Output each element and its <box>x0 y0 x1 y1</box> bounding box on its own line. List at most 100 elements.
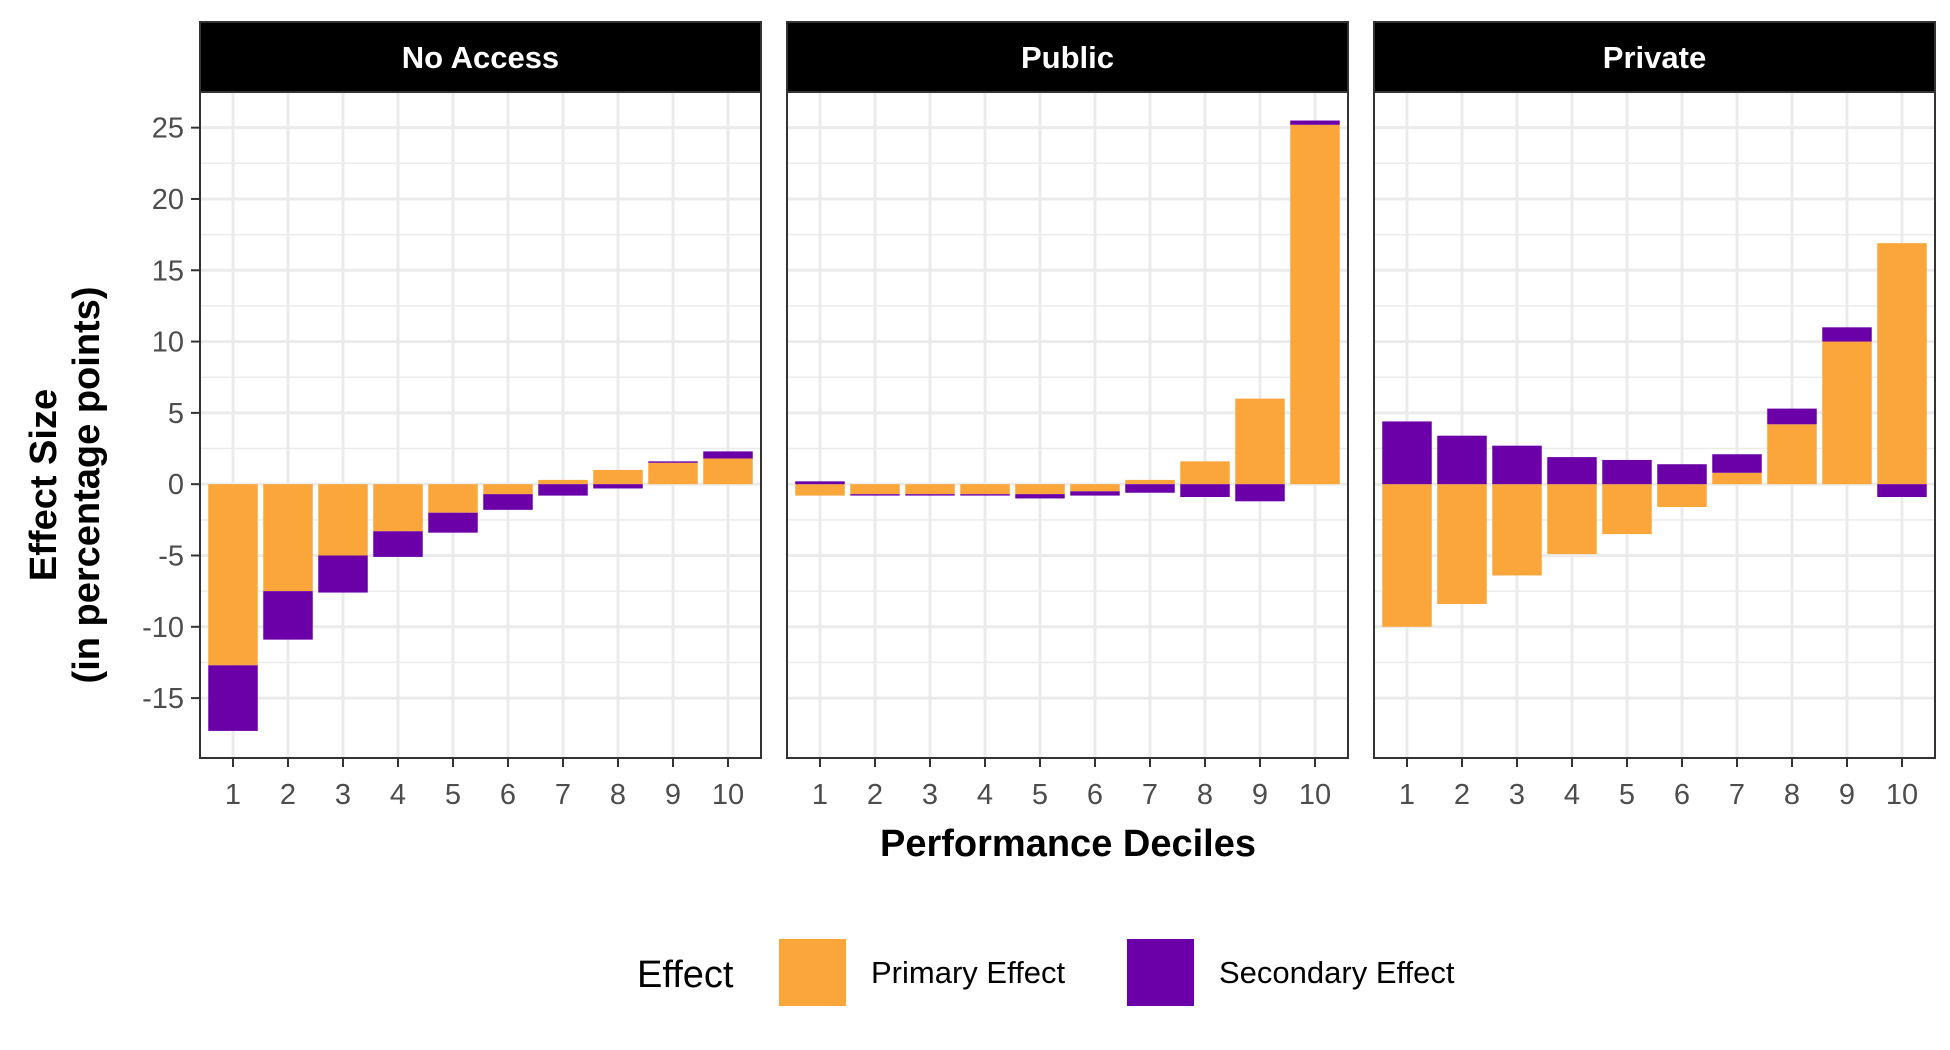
x-axis-title: Performance Deciles <box>880 823 1256 865</box>
y-tick-labels: -15 -10 -5 0 5 10 15 20 25 <box>142 113 200 715</box>
bar-secondary-effect-public-decile-2 <box>850 494 900 496</box>
bar-secondary-effect-no-access-decile-9 <box>648 461 698 463</box>
panel-no-access: No Access <box>199 21 762 759</box>
bar-primary-effect-public-decile-1 <box>795 484 845 496</box>
bar-secondary-effect-private-decile-4 <box>1547 457 1597 485</box>
x-tick-label: 10 <box>712 779 744 811</box>
bar-primary-effect-no-access-decile-6 <box>483 484 533 495</box>
bar-secondary-effect-public-decile-5 <box>1015 494 1065 499</box>
x-tick-label: 4 <box>390 779 406 811</box>
bar-secondary-effect-public-decile-4 <box>960 494 1010 496</box>
bar-primary-effect-private-decile-9 <box>1822 341 1872 485</box>
panel-background <box>200 92 761 758</box>
y-tick-label: -10 <box>142 612 184 644</box>
bar-secondary-effect-no-access-decile-7 <box>538 484 588 496</box>
panel-private: Private <box>1373 21 1936 759</box>
bar-secondary-effect-no-access-decile-6 <box>483 494 533 510</box>
bar-secondary-effect-no-access-decile-3 <box>318 555 368 593</box>
bar-secondary-effect-no-access-decile-5 <box>428 512 478 533</box>
legend-title: Effect <box>637 954 734 996</box>
legend-key-secondary-effect <box>1127 939 1194 1006</box>
x-tick-label: 3 <box>335 779 351 811</box>
bar-secondary-effect-public-decile-10 <box>1290 120 1340 125</box>
bar-primary-effect-no-access-decile-9 <box>648 462 698 485</box>
x-tick-label: 2 <box>280 779 296 811</box>
bar-primary-effect-private-decile-1 <box>1382 484 1432 627</box>
facet-strip <box>786 21 1349 93</box>
bar-primary-effect-no-access-decile-7 <box>538 479 588 485</box>
bar-primary-effect-public-decile-3 <box>905 484 955 495</box>
y-tick-label: 20 <box>152 184 184 216</box>
x-tick-label: 7 <box>555 779 571 811</box>
x-tick-label: 7 <box>1142 779 1158 811</box>
x-tick-label: 5 <box>1619 779 1635 811</box>
bar-primary-effect-public-decile-10 <box>1290 124 1340 485</box>
bar-primary-effect-public-decile-6 <box>1070 484 1120 492</box>
bar-secondary-effect-public-decile-9 <box>1235 484 1285 502</box>
y-tick-label: -15 <box>142 683 184 715</box>
x-tick-label: 9 <box>1839 779 1855 811</box>
bar-secondary-effect-private-decile-5 <box>1602 459 1652 485</box>
x-tick-labels: 1 2 3 4 5 6 7 8 9 10 1 2 3 4 5 6 7 8 9 10 1 2 3 4 5 6 7 8 9 10 <box>225 758 1918 811</box>
x-tick-label: 2 <box>1454 779 1470 811</box>
bar-primary-effect-private-decile-5 <box>1602 484 1652 535</box>
bar-primary-effect-public-decile-4 <box>960 484 1010 495</box>
y-axis-title: Effect Size (in percentage points) <box>23 287 108 684</box>
bar-primary-effect-no-access-decile-5 <box>428 484 478 513</box>
y-tick-label: 5 <box>168 398 184 430</box>
bar-secondary-effect-private-decile-7 <box>1712 454 1762 473</box>
x-tick-label: 1 <box>1399 779 1415 811</box>
bar-secondary-effect-public-decile-1 <box>795 481 845 485</box>
x-tick-label: 10 <box>1886 779 1918 811</box>
x-tick-label: 2 <box>867 779 883 811</box>
x-tick-label: 10 <box>1299 779 1331 811</box>
panels: No Access Public Private <box>199 21 1936 759</box>
x-tick-label: 8 <box>1197 779 1213 811</box>
bar-secondary-effect-no-access-decile-10 <box>703 451 753 459</box>
x-tick-label: 7 <box>1729 779 1745 811</box>
bar-primary-effect-no-access-decile-4 <box>373 484 423 532</box>
bar-secondary-effect-private-decile-9 <box>1822 327 1872 342</box>
x-tick-label: 8 <box>610 779 626 811</box>
bar-primary-effect-no-access-decile-1 <box>208 484 258 666</box>
bar-primary-effect-private-decile-7 <box>1712 472 1762 485</box>
x-tick-label: 9 <box>665 779 681 811</box>
x-tick-label: 5 <box>1032 779 1048 811</box>
y-tick-label: 0 <box>168 469 184 501</box>
x-tick-label: 4 <box>1564 779 1580 811</box>
y-tick-label: 25 <box>152 113 184 145</box>
bar-secondary-effect-no-access-decile-4 <box>373 531 423 557</box>
bar-primary-effect-private-decile-3 <box>1492 484 1542 576</box>
bar-secondary-effect-private-decile-2 <box>1437 435 1487 485</box>
bar-primary-effect-public-decile-8 <box>1180 461 1230 485</box>
y-tick-label: 15 <box>152 255 184 287</box>
y-axis-title-line-1: Effect Size <box>23 389 65 581</box>
panel-public: Public <box>786 21 1349 759</box>
bar-secondary-effect-private-decile-1 <box>1382 421 1432 485</box>
x-tick-label: 1 <box>225 779 241 811</box>
x-tick-label: 6 <box>500 779 516 811</box>
x-tick-label: 4 <box>977 779 993 811</box>
bar-secondary-effect-public-decile-8 <box>1180 484 1230 498</box>
facet-strip <box>1373 21 1936 93</box>
bar-primary-effect-public-decile-9 <box>1235 398 1285 485</box>
legend-label-secondary-effect: Secondary Effect <box>1219 955 1455 990</box>
legend-key-primary-effect <box>779 939 846 1006</box>
x-tick-label: 6 <box>1087 779 1103 811</box>
y-tick-label: -5 <box>158 540 184 572</box>
bar-primary-effect-private-decile-2 <box>1437 484 1487 604</box>
bar-secondary-effect-private-decile-8 <box>1767 408 1817 425</box>
facet-strip-label-no-access: No Access <box>402 40 559 75</box>
x-tick-label: 8 <box>1784 779 1800 811</box>
legend: Effect Primary Effect Secondary Effect <box>637 939 1455 1006</box>
bar-secondary-effect-private-decile-6 <box>1657 464 1707 485</box>
x-tick-label: 6 <box>1674 779 1690 811</box>
bar-secondary-effect-private-decile-10 <box>1877 484 1927 498</box>
y-tick-label: 10 <box>152 327 184 359</box>
bar-primary-effect-public-decile-5 <box>1015 484 1065 495</box>
legend-label-primary-effect: Primary Effect <box>871 955 1065 990</box>
facet-strip <box>199 21 762 93</box>
bar-primary-effect-public-decile-7 <box>1125 479 1175 485</box>
bar-secondary-effect-private-decile-3 <box>1492 445 1542 485</box>
x-tick-label: 3 <box>1509 779 1525 811</box>
